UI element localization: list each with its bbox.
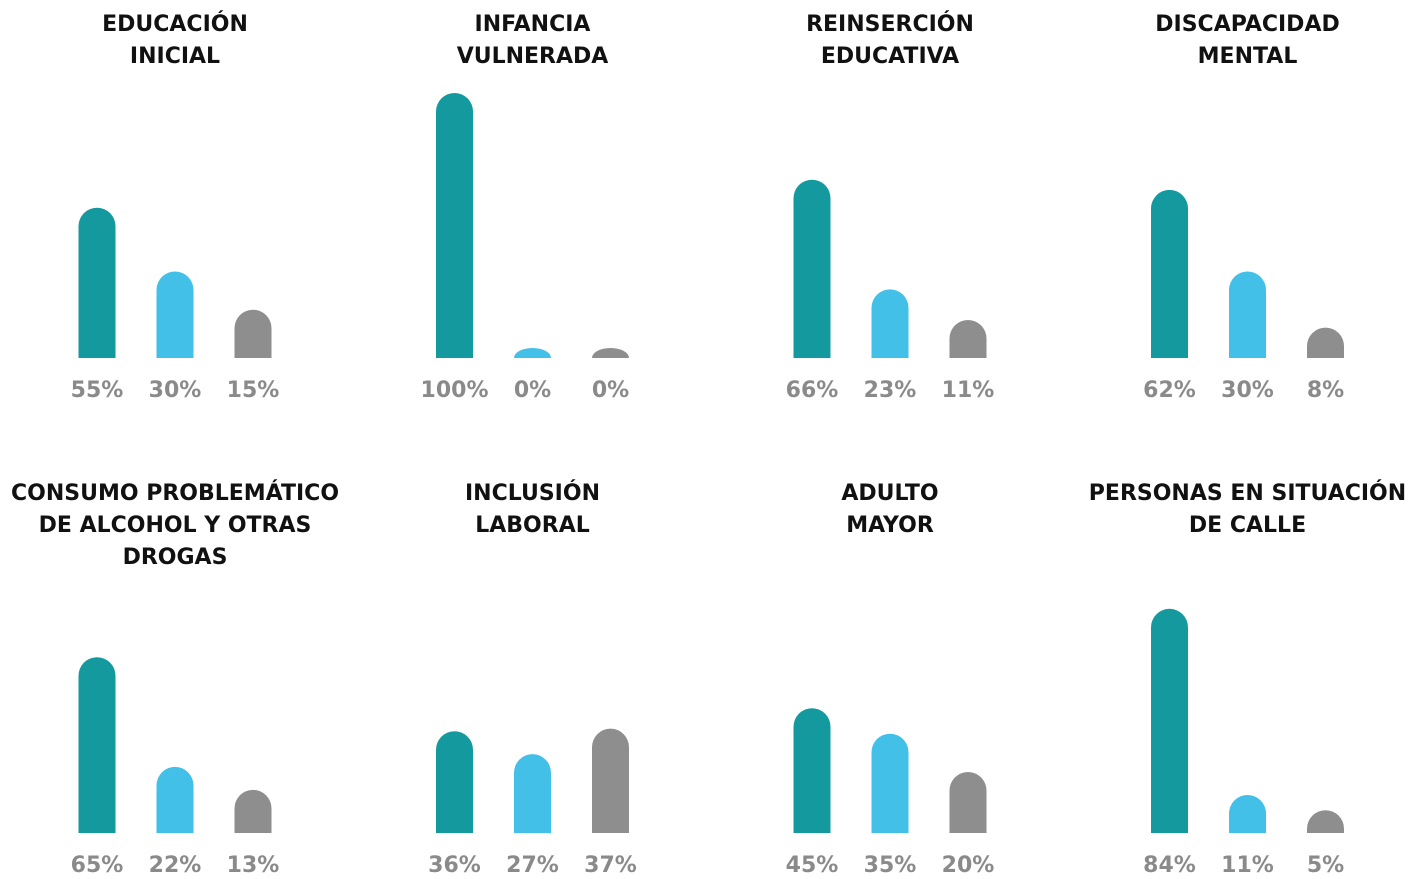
bar — [949, 772, 987, 833]
chart-title: VULNERADA — [457, 44, 609, 69]
bar — [78, 657, 116, 833]
bar — [793, 708, 831, 833]
value-label: 35% — [864, 853, 917, 878]
value-label: 8% — [1307, 378, 1344, 403]
bar — [234, 309, 272, 358]
chart-title: EDUCATIVA — [821, 44, 959, 69]
bar — [234, 789, 272, 833]
value-label: 20% — [942, 853, 995, 878]
value-label: 84% — [1143, 853, 1196, 878]
value-label: 37% — [584, 853, 637, 878]
value-label: 11% — [942, 378, 995, 403]
chart-title: REINSERCIÓN — [806, 11, 974, 37]
chart-title: INCLUSIÓN — [465, 480, 600, 506]
value-label: 23% — [864, 378, 917, 403]
value-label: 15% — [227, 378, 280, 403]
value-label: 36% — [428, 853, 481, 878]
bar — [793, 179, 831, 358]
value-label: 5% — [1307, 853, 1344, 878]
bar — [514, 754, 551, 833]
bar — [1307, 810, 1344, 833]
value-label: 55% — [71, 378, 124, 403]
chart-title: DE CALLE — [1189, 513, 1306, 538]
chart-title: ADULTO — [841, 481, 938, 506]
bar — [1151, 189, 1188, 358]
chart-title: DE ALCOHOL Y OTRAS — [39, 513, 312, 538]
value-label: 11% — [1221, 853, 1274, 878]
bar — [871, 289, 909, 358]
bar — [592, 348, 629, 358]
value-label: 62% — [1143, 378, 1196, 403]
bar — [592, 728, 629, 833]
chart-title: CONSUMO PROBLEMÁTICO — [11, 480, 339, 506]
bar — [1307, 327, 1344, 358]
bar — [514, 348, 551, 358]
chart-title: DROGAS — [123, 545, 228, 570]
chart-title: INFANCIA — [475, 12, 591, 37]
chart-title: INICIAL — [130, 44, 220, 69]
value-label: 66% — [786, 378, 839, 403]
value-label: 27% — [506, 853, 559, 878]
value-label: 45% — [786, 853, 839, 878]
chart-title: PERSONAS EN SITUACIÓN — [1089, 480, 1406, 506]
bar — [436, 731, 473, 833]
bar — [78, 207, 116, 358]
value-label: 22% — [149, 853, 202, 878]
bar — [1229, 271, 1266, 358]
chart-title: LABORAL — [475, 513, 590, 538]
bar — [156, 766, 194, 833]
value-label: 65% — [71, 853, 124, 878]
value-label: 0% — [514, 378, 551, 403]
value-label: 30% — [149, 378, 202, 403]
bar — [1229, 794, 1266, 833]
bar — [156, 271, 194, 358]
chart-title: DISCAPACIDAD — [1155, 12, 1339, 37]
bar — [436, 93, 473, 358]
bar — [949, 319, 987, 358]
chart-title: EDUCACIÓN — [102, 11, 248, 37]
value-label: 30% — [1221, 378, 1274, 403]
value-label: 13% — [227, 853, 280, 878]
value-label: 0% — [592, 378, 629, 403]
bar — [871, 733, 909, 833]
value-label: 100% — [421, 378, 489, 403]
chart-title: MENTAL — [1198, 44, 1298, 69]
bar — [1151, 608, 1188, 833]
chart-title: MAYOR — [846, 513, 934, 538]
